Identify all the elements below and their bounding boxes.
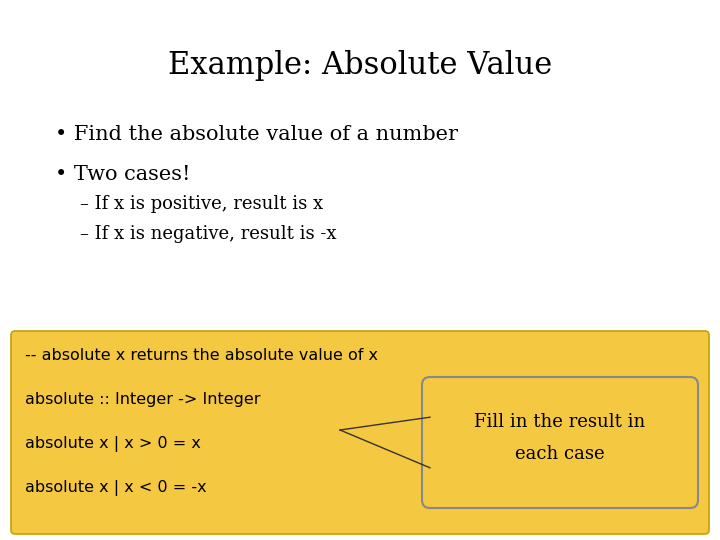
Text: – If x is negative, result is -x: – If x is negative, result is -x bbox=[80, 225, 336, 243]
Text: absolute x | x < 0 = -x: absolute x | x < 0 = -x bbox=[25, 480, 207, 496]
FancyBboxPatch shape bbox=[11, 331, 709, 534]
Text: • Two cases!: • Two cases! bbox=[55, 165, 191, 184]
Text: – If x is positive, result is x: – If x is positive, result is x bbox=[80, 195, 323, 213]
Text: each case: each case bbox=[516, 445, 605, 463]
FancyBboxPatch shape bbox=[422, 377, 698, 508]
Text: -- absolute x returns the absolute value of x: -- absolute x returns the absolute value… bbox=[25, 348, 378, 363]
Text: Fill in the result in: Fill in the result in bbox=[474, 413, 646, 431]
Text: Example: Absolute Value: Example: Absolute Value bbox=[168, 50, 552, 81]
Text: absolute x | x > 0 = x: absolute x | x > 0 = x bbox=[25, 436, 201, 452]
Text: absolute :: Integer -> Integer: absolute :: Integer -> Integer bbox=[25, 392, 261, 407]
Text: • Find the absolute value of a number: • Find the absolute value of a number bbox=[55, 125, 458, 144]
